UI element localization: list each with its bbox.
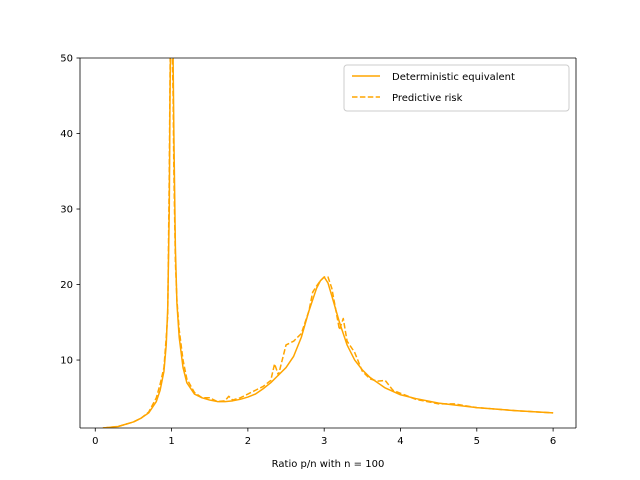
y-tick-label: 10 xyxy=(60,356,73,367)
x-tick-label: 4 xyxy=(397,436,403,447)
y-tick-label: 20 xyxy=(60,280,73,291)
x-tick-label: 3 xyxy=(321,436,327,447)
y-ticks: 10 20 30 40 50 xyxy=(60,54,80,367)
plot-area xyxy=(80,58,576,428)
legend: Deterministic equivalent Predictive risk xyxy=(343,64,570,112)
legend-label-predictive: Predictive risk xyxy=(392,93,463,104)
x-ticks: 0 1 2 3 4 5 6 xyxy=(92,428,556,447)
x-tick-label: 2 xyxy=(245,436,251,447)
y-tick-label: 40 xyxy=(60,129,73,140)
x-tick-label: 1 xyxy=(168,436,174,447)
x-axis-label: Ratio p/n with n = 100 xyxy=(272,459,385,470)
y-tick-label: 50 xyxy=(60,54,73,65)
legend-label-deterministic: Deterministic equivalent xyxy=(392,72,515,83)
legend-box xyxy=(343,64,570,112)
series-predictive-risk-line xyxy=(102,58,554,428)
x-tick-label: 0 xyxy=(92,436,98,447)
series-deterministic-equivalent-line xyxy=(102,58,554,428)
y-tick-label: 30 xyxy=(60,205,73,216)
axes-frame xyxy=(79,57,577,429)
x-tick-label: 5 xyxy=(474,436,480,447)
series-layer xyxy=(102,58,554,428)
x-tick-label: 6 xyxy=(550,436,556,447)
